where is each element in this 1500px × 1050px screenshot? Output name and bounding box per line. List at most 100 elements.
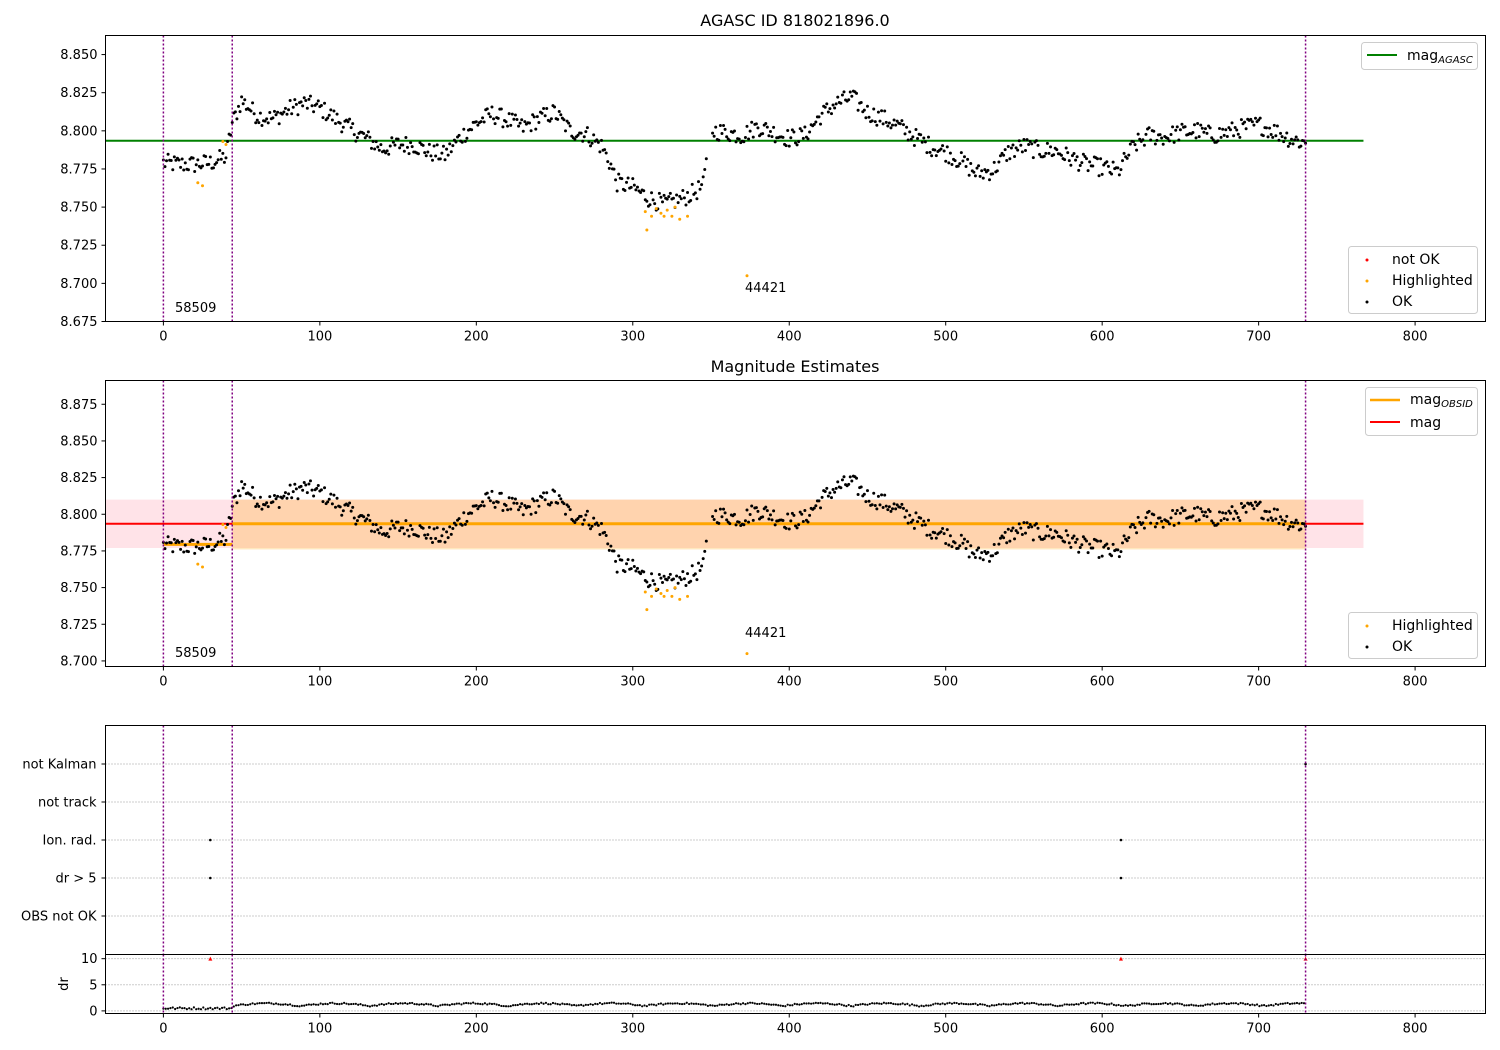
p1-ok-point-717	[1288, 142, 1292, 146]
p4-dr-point-747	[746, 1002, 749, 1005]
p1-ok-point-608	[1117, 173, 1121, 177]
p4-dr-point-387	[465, 1001, 468, 1005]
legend-label-highlighted: Highlighted	[1392, 618, 1473, 634]
p2-ok-point-3	[166, 535, 170, 539]
p4-dr-point-618	[645, 1005, 648, 1008]
p4-dr-point-1230	[1124, 1004, 1127, 1007]
p2-ok-point-508	[961, 541, 965, 545]
p2-ok-point-14	[183, 543, 187, 547]
p4-dr-point-585	[619, 1002, 623, 1005]
p1-ok-point-667	[1210, 136, 1214, 140]
p2-ok-point-138	[377, 531, 381, 535]
p4-dr-point-189	[310, 1003, 313, 1006]
p1-ytick-label-8.850: 8.850	[60, 48, 97, 63]
p1-ok-point-576	[1067, 159, 1071, 163]
p2-ok-point-234	[528, 505, 532, 509]
p2-ok-point-516	[973, 556, 977, 560]
p2-ok-point-172	[431, 541, 435, 545]
p1-ok-point-655	[1191, 131, 1195, 135]
p2-ok-point-404	[798, 510, 802, 514]
p4-dr-point-1302	[1180, 1003, 1184, 1006]
p1-ok-point-372	[748, 129, 752, 133]
p1-ok-point-289	[614, 178, 618, 182]
p4-dr-point-852	[828, 1003, 832, 1006]
p2-ok-point-155	[404, 519, 408, 523]
p1-ok-point-200	[474, 120, 478, 124]
p1-ok-point-3	[166, 152, 170, 156]
p2-ok-point-551	[1028, 522, 1032, 526]
p1-ok-point-589	[1088, 160, 1092, 164]
p1-ok-point-145	[388, 144, 392, 148]
p1-ok-point-678	[1227, 126, 1231, 130]
p1-ok-point-21	[194, 163, 198, 167]
p4-dr-point-900	[866, 1003, 869, 1006]
p1-ok-point-710	[1277, 138, 1281, 142]
p2-ok-point-521	[981, 558, 985, 562]
p2-ok-point-641	[1169, 516, 1173, 520]
p2-ok-point-295	[623, 570, 627, 574]
p4-dr-point-846	[824, 1002, 827, 1005]
p1-ok-point-507	[959, 151, 963, 155]
p1-ok-point-704	[1268, 126, 1272, 130]
p3-category-label-3: dr > 5	[55, 872, 96, 887]
p1-ok-point-643	[1172, 140, 1176, 144]
p1-ok-point-719	[1291, 142, 1295, 146]
p2-ok-point-207	[485, 491, 489, 495]
p2-ok-point-83	[291, 490, 295, 494]
p1-ok-point-219	[504, 120, 508, 124]
p2-ok-point-512	[967, 555, 971, 559]
p4-dr-point-552	[594, 1002, 597, 1005]
p2-ok-point-711	[1279, 515, 1283, 519]
p1-ok-point-314	[653, 202, 657, 206]
p4-dr-point-288	[387, 1002, 390, 1005]
p2-ok-point-498	[945, 528, 949, 532]
p1-ok-point-465	[894, 123, 898, 127]
p2-ok-point-509	[962, 537, 966, 541]
p1-ok-point-607	[1116, 166, 1120, 170]
p2-ok-point-436	[848, 475, 852, 479]
p4-dr-point-300	[396, 1002, 400, 1005]
p1-ok-point-663	[1203, 127, 1207, 131]
p2-ok-point-175	[435, 526, 439, 530]
p2-ok-point-515	[972, 552, 976, 556]
p2-ok-point-25	[201, 546, 205, 550]
p4-dr-point-1134	[1049, 1003, 1052, 1006]
p4-dr-point-627	[652, 1003, 656, 1006]
panel1-legend-lines: magAGASC	[1361, 42, 1478, 70]
p2-highlighted-point-15	[745, 652, 749, 656]
p1-ok-point-93	[307, 97, 311, 101]
p4-dr-point-159	[286, 1003, 289, 1006]
p4-dr-point-561	[601, 1002, 604, 1006]
p1-ok-point-424	[829, 112, 833, 116]
p2-ok-point-153	[401, 526, 405, 530]
p2-ok-point-503	[953, 541, 957, 545]
p2-ok-point-479	[916, 520, 920, 524]
p2-ok-point-119	[348, 501, 352, 505]
p4-dr-point-1293	[1173, 1002, 1177, 1005]
p2-ok-point-290	[615, 570, 619, 574]
p1-ok-point-137	[376, 145, 380, 149]
p1-ok-point-78	[283, 106, 287, 110]
p2-highlighted-point-11	[670, 594, 674, 598]
p2-ok-point-120	[349, 509, 353, 513]
p4-dr-point-993	[939, 1003, 942, 1006]
p2-ok-point-383	[765, 509, 769, 513]
p4-dr-point-294	[392, 1002, 395, 1006]
p4-dr-point-336	[425, 1002, 428, 1005]
p2-ok-point-726	[1302, 522, 1306, 526]
p4-dr-point-501	[554, 1002, 557, 1005]
p1-ok-point-472	[905, 125, 909, 129]
p4-dr-point-1140	[1054, 1004, 1057, 1007]
p1-ok-point-240	[537, 121, 541, 125]
p1-ok-point-395	[784, 144, 788, 148]
p2-ok-point-686	[1239, 502, 1243, 506]
p4-dr-point-369	[450, 1003, 454, 1006]
p2-xtick-label-500: 500	[933, 675, 958, 690]
p4-dr-point-600	[631, 1003, 634, 1006]
p4-dr-point-360	[443, 1003, 447, 1006]
p1-ytick-label-8.825: 8.825	[60, 86, 97, 101]
p2-ok-point-575	[1066, 533, 1070, 537]
p2-ok-point-72	[274, 497, 278, 501]
p4-dr-point-480	[537, 1002, 541, 1006]
